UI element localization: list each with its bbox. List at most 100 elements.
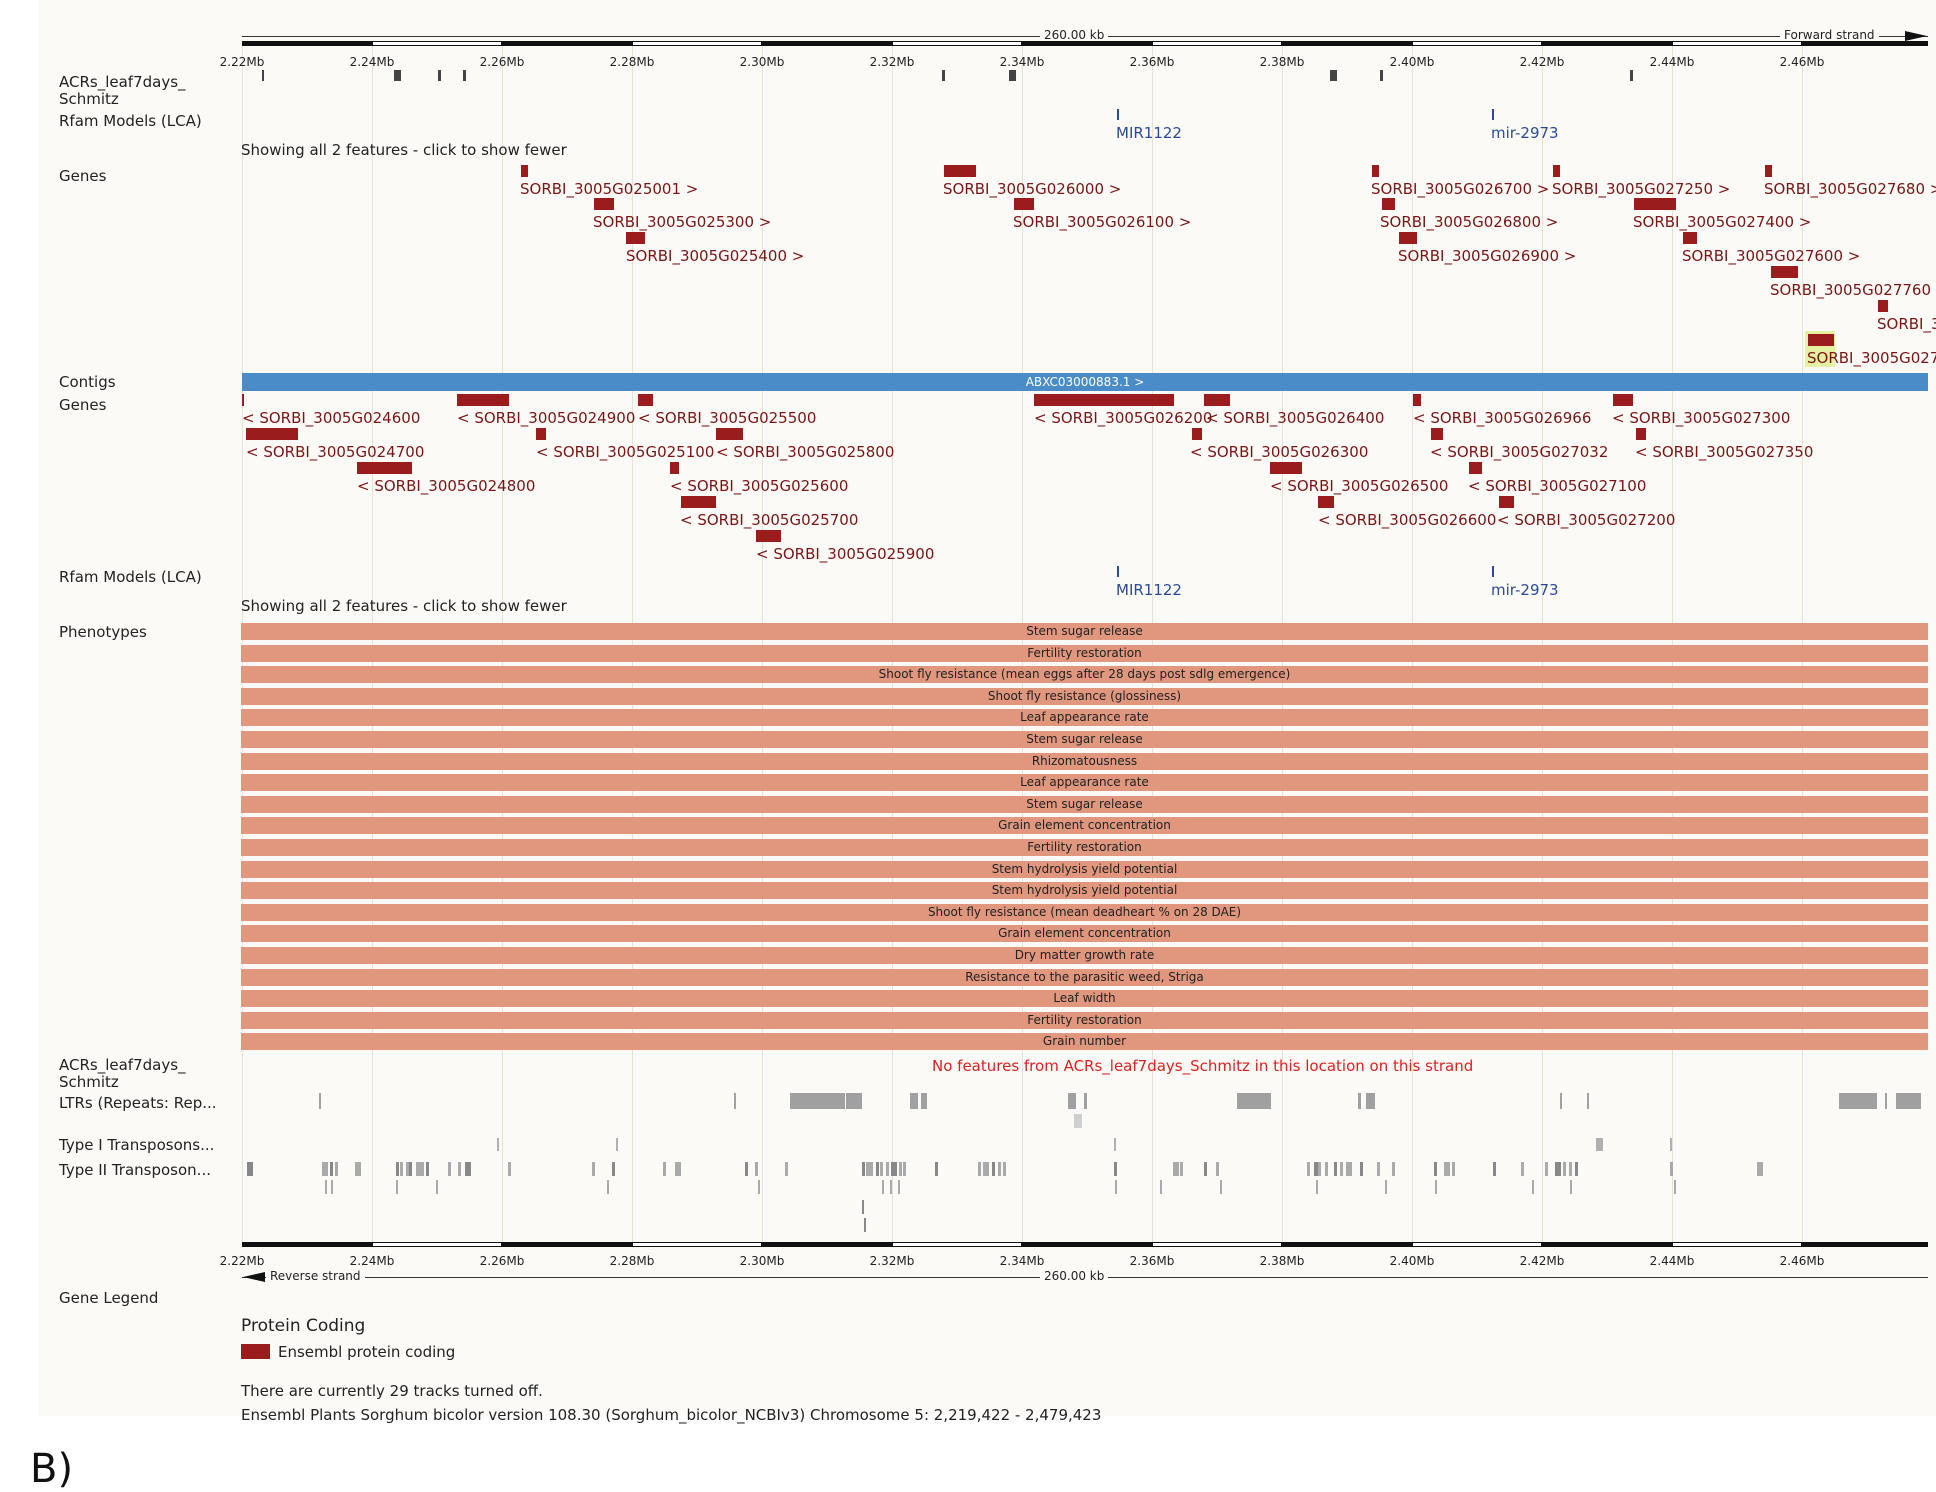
phenotype-feature[interactable]: Leaf appearance rate — [241, 774, 1928, 792]
phenotype-feature[interactable]: Stem sugar release — [241, 795, 1928, 813]
ltr-feature[interactable] — [1237, 1093, 1271, 1109]
rfam-label[interactable]: mir-2973 — [1491, 124, 1559, 142]
gene-feature[interactable] — [756, 530, 781, 542]
ltr-feature[interactable] — [1839, 1093, 1877, 1109]
ltr-feature[interactable] — [1074, 1114, 1082, 1128]
ltr-feature[interactable] — [790, 1093, 845, 1109]
gene-label[interactable]: < SORBI_3005G025800 — [716, 443, 895, 461]
phenotype-feature[interactable]: Shoot fly resistance (mean eggs after 28… — [241, 666, 1928, 684]
gene-feature[interactable] — [457, 394, 509, 406]
gene-label[interactable]: < SORBI_3005G027100 — [1468, 477, 1647, 495]
type2-feature[interactable] — [335, 1162, 338, 1176]
type1-feature[interactable] — [1596, 1138, 1603, 1151]
gene-label[interactable]: SORBI_3005G025001 > — [520, 180, 699, 198]
type2-feature[interactable] — [1452, 1162, 1455, 1176]
phenotype-feature[interactable]: Leaf width — [241, 990, 1928, 1008]
type2-feature[interactable] — [1346, 1162, 1352, 1176]
gene-label[interactable]: SORBI_3005G027 — [1807, 349, 1936, 367]
type2-feature[interactable] — [903, 1162, 906, 1176]
type2-feature[interactable] — [890, 1180, 892, 1194]
gene-feature[interactable] — [1270, 462, 1302, 474]
type2-feature[interactable] — [1555, 1162, 1561, 1176]
type2-feature[interactable] — [1220, 1180, 1222, 1194]
ltr-feature[interactable] — [1358, 1093, 1361, 1109]
acr-feature[interactable] — [942, 70, 945, 81]
gene-label[interactable]: < SORBI_3005G024800 — [357, 477, 536, 495]
type2-feature[interactable] — [330, 1162, 333, 1176]
phenotype-feature[interactable]: Shoot fly resistance (glossiness) — [241, 687, 1928, 705]
type2-feature[interactable] — [1545, 1162, 1548, 1176]
ltr-feature[interactable] — [1885, 1093, 1887, 1109]
gene-label[interactable]: < SORBI_3005G024900 — [457, 409, 636, 427]
gene-feature[interactable] — [1014, 198, 1034, 210]
type2-feature[interactable] — [1173, 1162, 1179, 1176]
gene-feature[interactable] — [1683, 232, 1697, 244]
type2-feature[interactable] — [886, 1162, 889, 1176]
gene-label[interactable]: < SORBI_3005G027350 — [1635, 443, 1814, 461]
type2-feature[interactable] — [891, 1162, 897, 1176]
type2-feature[interactable] — [978, 1162, 981, 1176]
type2-feature[interactable] — [1434, 1162, 1437, 1176]
type2-feature[interactable] — [436, 1180, 438, 1194]
gene-feature[interactable] — [670, 462, 679, 474]
type2-feature[interactable] — [1360, 1162, 1363, 1176]
phenotype-feature[interactable]: Grain element concentration — [241, 925, 1928, 943]
type2-feature[interactable] — [325, 1162, 328, 1176]
gene-label[interactable]: < SORBI_3005G025100 — [536, 443, 715, 461]
gene-label[interactable]: < SORBI_3005G025600 — [670, 477, 849, 495]
gene-label[interactable]: SORBI_3005G027680 > — [1764, 180, 1936, 198]
gene-feature[interactable] — [1469, 462, 1482, 474]
type2-feature[interactable] — [612, 1162, 615, 1176]
rfam-label[interactable]: MIR1122 — [1116, 124, 1182, 142]
gene-label[interactable]: SORBI_3005G026900 > — [1398, 247, 1577, 265]
ltr-feature[interactable] — [1587, 1093, 1589, 1109]
type2-feature[interactable] — [1521, 1162, 1524, 1176]
gene-label[interactable]: < SORBI_3005G026200 — [1034, 409, 1213, 427]
rfam-label[interactable]: mir-2973 — [1491, 581, 1559, 599]
gene-label[interactable]: SORBI_3005G027600 > — [1682, 247, 1861, 265]
type2-feature[interactable] — [876, 1162, 879, 1176]
gene-feature[interactable] — [242, 394, 244, 406]
acr-feature[interactable] — [262, 70, 264, 81]
phenotype-feature[interactable]: Stem sugar release — [241, 623, 1928, 640]
gene-feature[interactable] — [521, 165, 528, 177]
gene-feature[interactable] — [1318, 496, 1334, 508]
gene-feature[interactable] — [1553, 165, 1560, 177]
type2-feature[interactable] — [1532, 1180, 1534, 1194]
gene-label[interactable]: < SORBI_3005G026300 — [1190, 443, 1369, 461]
gene-label[interactable]: < SORBI_3005G024600 — [242, 409, 421, 427]
gene-label[interactable]: SORBI_3005G027400 > — [1633, 213, 1812, 231]
type2-feature[interactable] — [1385, 1180, 1387, 1194]
gene-feature[interactable] — [594, 198, 614, 210]
type2-feature[interactable] — [1160, 1180, 1162, 1194]
type2-feature[interactable] — [1316, 1180, 1318, 1194]
gene-label[interactable]: SORBI_3005G026000 > — [943, 180, 1122, 198]
phenotype-feature[interactable]: Fertility restoration — [241, 839, 1928, 856]
type2-feature[interactable] — [1377, 1162, 1380, 1176]
ltr-feature[interactable] — [1068, 1093, 1076, 1109]
type2-feature[interactable] — [998, 1162, 1001, 1176]
type2-feature[interactable] — [1334, 1162, 1337, 1176]
gene-feature[interactable] — [1634, 198, 1676, 210]
type2-feature[interactable] — [675, 1162, 681, 1176]
ltr-feature[interactable] — [1084, 1093, 1087, 1109]
type2-feature[interactable] — [458, 1162, 461, 1176]
type2-feature[interactable] — [409, 1162, 412, 1176]
type2-feature[interactable] — [1575, 1162, 1578, 1176]
rfam-feature[interactable] — [1492, 109, 1494, 120]
gene-feature[interactable] — [716, 428, 743, 440]
gene-feature[interactable] — [1034, 394, 1174, 406]
type2-feature[interactable] — [983, 1162, 989, 1176]
ltr-feature[interactable] — [921, 1093, 927, 1109]
gene-feature[interactable] — [638, 394, 653, 406]
acr-feature[interactable] — [1330, 70, 1337, 81]
gene-label[interactable]: < SORBI_3005G024700 — [246, 443, 425, 461]
type2-feature[interactable] — [1435, 1180, 1437, 1194]
rfam-feature[interactable] — [1117, 566, 1119, 577]
gene-label[interactable]: < SORBI_3005G026400 — [1206, 409, 1385, 427]
gene-feature[interactable] — [536, 428, 546, 440]
phenotype-feature[interactable]: Rhizomatousness — [241, 752, 1928, 770]
type2-feature[interactable] — [1003, 1162, 1006, 1176]
rfam-label[interactable]: MIR1122 — [1116, 581, 1182, 599]
phenotype-feature[interactable]: Stem hydrolysis yield potential — [241, 882, 1928, 900]
